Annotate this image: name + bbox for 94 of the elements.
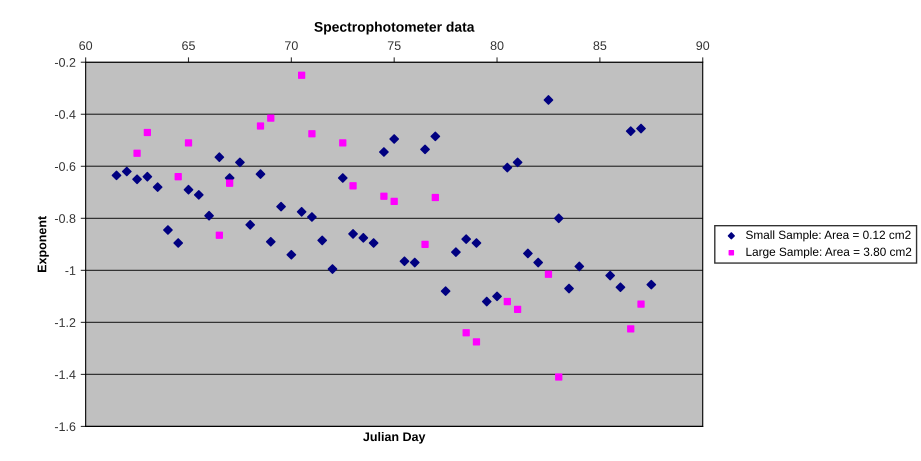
x-tick-label: 60: [79, 41, 92, 50]
point: [461, 234, 472, 244]
point: [523, 248, 533, 258]
point: [245, 220, 256, 230]
point: [646, 280, 656, 290]
point: [348, 229, 358, 239]
point: [349, 182, 357, 190]
point: [256, 122, 264, 130]
point: [163, 225, 173, 235]
point: [112, 170, 122, 180]
point: [338, 173, 348, 183]
x-axis-title: Julian Day: [363, 432, 426, 444]
point: [194, 190, 204, 200]
point: [626, 126, 636, 136]
y-tick-label: -1.6: [54, 422, 76, 432]
point: [564, 284, 574, 294]
point: [317, 236, 328, 246]
y-tick-label: -0.8: [54, 214, 76, 223]
point: [472, 238, 482, 248]
point: [544, 95, 554, 105]
point: [328, 264, 338, 274]
x-tick-label: 90: [696, 41, 710, 50]
point: [298, 72, 306, 79]
point: [122, 166, 132, 176]
point: [379, 147, 389, 157]
point: [410, 258, 420, 268]
point: [226, 180, 234, 187]
point: [636, 124, 646, 134]
point: [380, 192, 388, 200]
x-tick-label: 65: [182, 41, 195, 50]
point: [420, 144, 430, 154]
x-tick-label: 75: [388, 41, 401, 50]
point: [605, 270, 616, 280]
y-tick-label: -1: [65, 266, 76, 275]
point: [616, 282, 626, 292]
point: [451, 247, 461, 257]
point: [142, 172, 152, 182]
x-tick-label: 70: [285, 41, 298, 50]
point: [502, 162, 512, 172]
point: [214, 152, 224, 162]
point: [637, 300, 645, 308]
x-tick-label: 80: [490, 41, 504, 50]
point: [267, 114, 274, 122]
point: [421, 240, 429, 248]
point: [307, 212, 317, 222]
point: [256, 169, 266, 179]
point: [504, 298, 511, 306]
point: [627, 325, 634, 333]
point: [308, 130, 316, 138]
point: [339, 139, 346, 147]
point: [296, 206, 306, 217]
point: [368, 238, 378, 248]
point: [432, 194, 439, 202]
point: [533, 258, 544, 268]
point: [216, 232, 223, 239]
y-tick-label: -0.2: [54, 58, 76, 67]
x-tick-label: 85: [593, 41, 606, 50]
point: [430, 132, 440, 142]
point: [204, 210, 214, 221]
point: [358, 232, 368, 243]
point: [400, 256, 410, 266]
legend-label: Small Sample: Area = 0.12 cm2: [746, 230, 911, 242]
point: [514, 306, 522, 314]
point: [266, 236, 276, 247]
point: [472, 338, 480, 346]
chart-title: Spectrophotometer data: [314, 22, 475, 35]
y-tick-label: -0.6: [54, 162, 76, 171]
point: [173, 238, 184, 248]
y-axis-title: Exponent: [38, 216, 49, 272]
point: [390, 198, 398, 206]
point: [184, 139, 192, 147]
point: [144, 128, 151, 136]
point: [554, 213, 564, 224]
point: [512, 158, 522, 168]
y-tick-label: -1.4: [54, 370, 76, 379]
point: [132, 174, 142, 184]
point: [544, 270, 552, 278]
point: [440, 286, 450, 296]
point: [286, 250, 296, 260]
point: [574, 262, 584, 272]
point: [555, 373, 562, 381]
point: [492, 291, 502, 302]
point: [462, 329, 470, 336]
y-tick-label: -0.4: [54, 110, 76, 119]
point: [276, 202, 286, 212]
point: [389, 134, 400, 144]
point: [133, 150, 141, 157]
point: [235, 158, 245, 168]
point: [184, 184, 194, 195]
y-tick-label: -1.2: [54, 318, 76, 327]
point: [482, 296, 492, 306]
point: [152, 182, 163, 192]
legend-label: Large Sample: Area = 3.80 cm2: [746, 247, 912, 258]
point: [174, 173, 182, 180]
